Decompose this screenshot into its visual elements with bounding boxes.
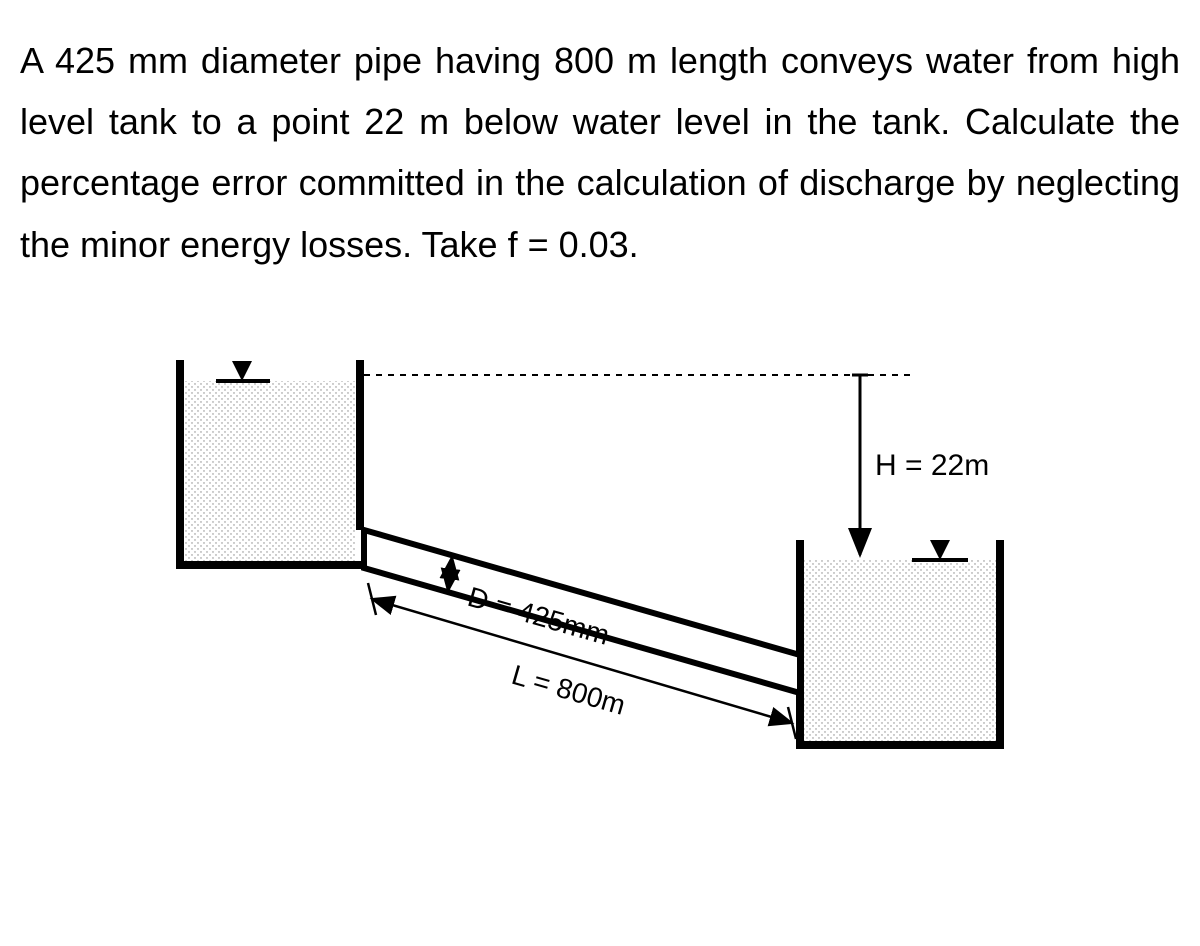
height-label: H = 22m <box>875 449 989 482</box>
diagram: H = 22m D = 425mm L = 800m <box>20 335 1180 795</box>
pipe-flow-diagram: H = 22m D = 425mm L = 800m <box>140 335 1040 795</box>
left-tank <box>176 360 364 565</box>
height-dimension: H = 22m <box>852 375 989 555</box>
right-tank <box>796 540 1004 745</box>
problem-statement: A 425 mm diameter pipe having 800 m leng… <box>20 30 1180 275</box>
